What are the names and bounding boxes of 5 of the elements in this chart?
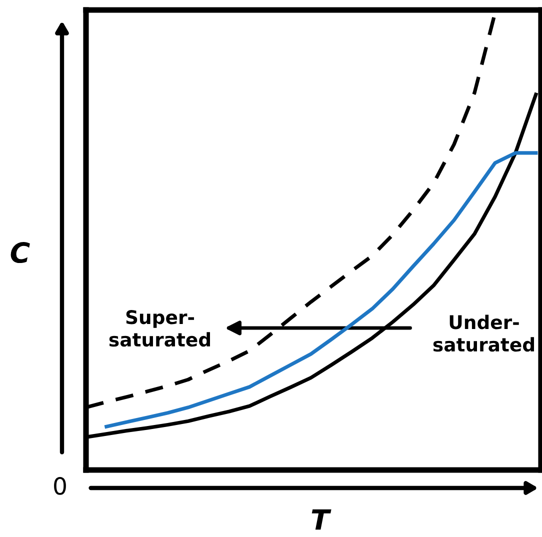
annotation: Under- saturated: [433, 314, 534, 352]
y-axis-title: C: [10, 242, 30, 264]
x-axis-title: T: [312, 509, 332, 530]
annotation: Super- saturated: [109, 310, 210, 347]
text: 0: [54, 476, 66, 495]
